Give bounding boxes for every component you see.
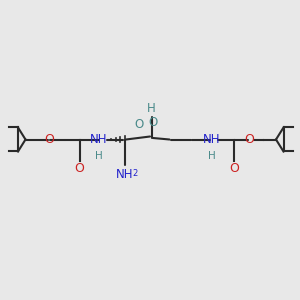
Text: NH: NH	[203, 133, 220, 146]
Text: H: H	[147, 102, 156, 115]
Text: NH: NH	[116, 168, 133, 181]
Text: O: O	[148, 116, 157, 130]
Text: H: H	[95, 152, 103, 161]
Text: O: O	[135, 118, 144, 131]
Text: O: O	[229, 162, 239, 175]
Text: H: H	[208, 152, 215, 161]
Text: O: O	[245, 133, 254, 146]
Text: O: O	[75, 162, 84, 175]
Text: 2: 2	[132, 169, 137, 178]
Text: NH: NH	[90, 133, 108, 146]
Text: O: O	[45, 133, 54, 146]
